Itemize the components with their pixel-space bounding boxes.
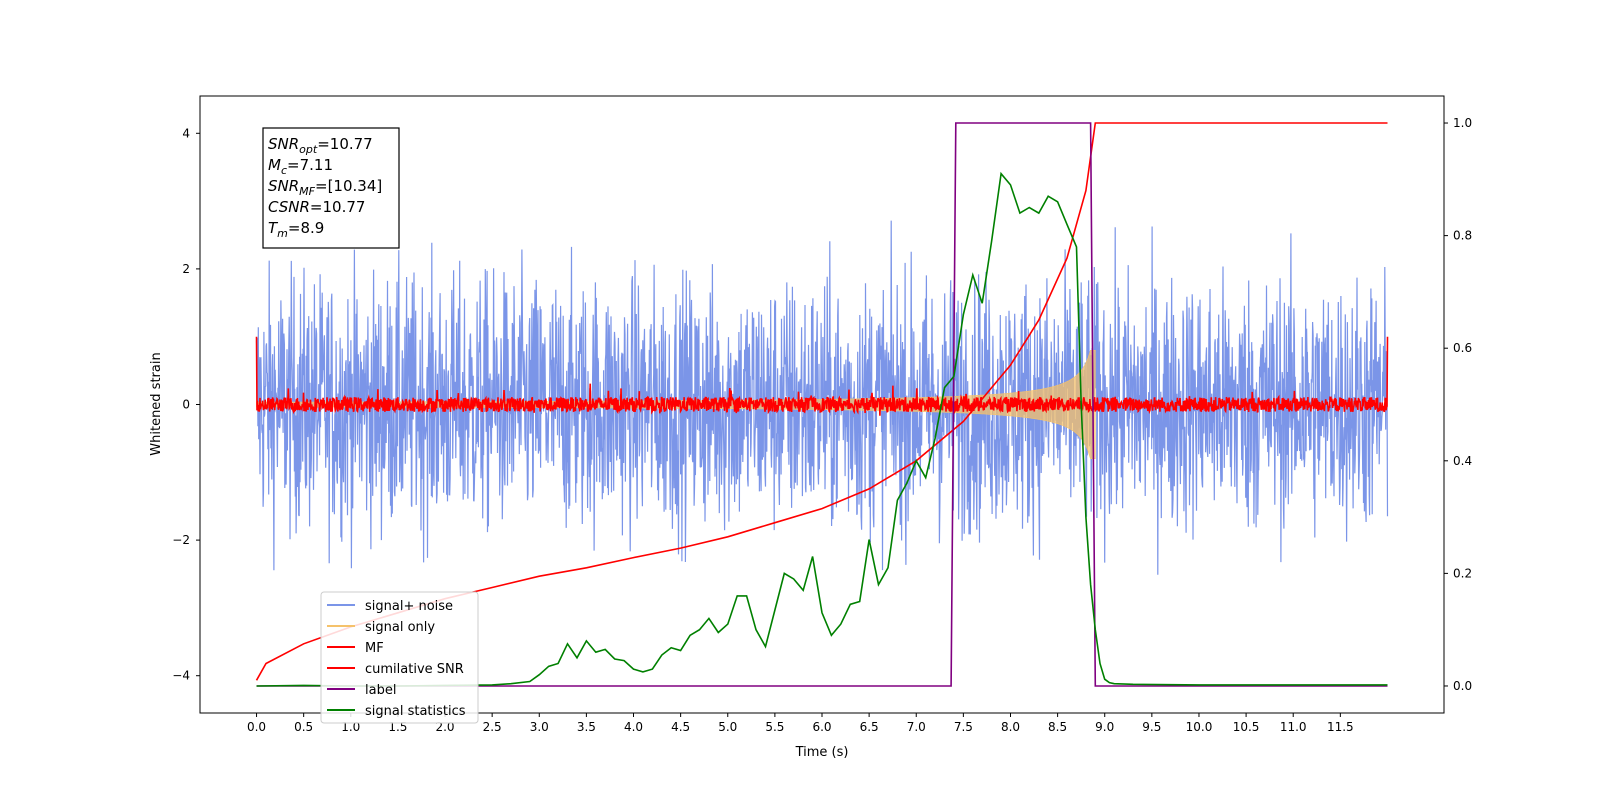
- x-tick-label: 10.5: [1233, 720, 1260, 734]
- y-tick-label: −2: [172, 533, 190, 547]
- y2-tick-label: 0.0: [1453, 679, 1472, 693]
- annotation-frame: [262, 127, 400, 249]
- x-tick-label: 11.5: [1327, 720, 1354, 734]
- x-tick-label: 3.5: [577, 720, 596, 734]
- legend-label-label: label: [365, 683, 396, 698]
- x-tick-label: 8.0: [1001, 720, 1020, 734]
- x-tick-label: 7.0: [907, 720, 926, 734]
- annotation-subscript: c: [281, 164, 287, 177]
- annotation-line: Tm=8.9: [268, 219, 324, 240]
- y2-tick-label: 0.2: [1453, 566, 1472, 580]
- annotation-value: =7.11: [287, 156, 333, 174]
- legend: signal+ noise signal only MF cumilative SNR…: [320, 591, 479, 724]
- annotation-value: =10.77: [310, 198, 366, 216]
- annotation-subscript: opt: [299, 143, 318, 156]
- annotation-symbol: SNR: [268, 177, 299, 195]
- legend-frame: [320, 591, 479, 724]
- series-signal-statistics: [256, 171, 1388, 687]
- annotation-symbol: M: [268, 156, 281, 174]
- y-tick-label: −4: [172, 669, 190, 683]
- legend-label-mf: MF: [365, 641, 384, 656]
- x-tick-label: 6.5: [860, 720, 879, 734]
- y2-tick-label: 0.6: [1453, 341, 1472, 355]
- x-tick-label: 3.0: [530, 720, 549, 734]
- y-tick-label: 0: [182, 398, 190, 412]
- annotation-box: SNRopt=10.77Mc=7.11SNRMF=[10.34]CSNR=10.…: [262, 127, 400, 249]
- series-mf: [255, 336, 1389, 416]
- annotation-symbol: SNR: [268, 135, 299, 153]
- y2-tick-label: 1.0: [1453, 116, 1472, 130]
- x-tick-label: 10.0: [1186, 720, 1213, 734]
- x-tick-label: 2.5: [483, 720, 502, 734]
- y2-tick-label: 0.4: [1453, 454, 1472, 468]
- series-label: [256, 122, 1388, 687]
- annotation-value: =8.9: [288, 219, 324, 237]
- x-tick-label: 9.0: [1095, 720, 1114, 734]
- x-tick-label: 11.0: [1280, 720, 1307, 734]
- x-tick-label: 4.5: [671, 720, 690, 734]
- legend-label-signal-only: signal only: [365, 620, 435, 635]
- y-tick-label: 4: [182, 126, 190, 140]
- x-tick-label: 6.0: [812, 720, 831, 734]
- y-axis-left: 4 2 0 −2 −4: [172, 126, 200, 683]
- x-tick-label: 8.5: [1048, 720, 1067, 734]
- x-tick-label: 7.5: [954, 720, 973, 734]
- y-tick-label: 2: [182, 262, 190, 276]
- annotation-line: Mc=7.11: [268, 156, 333, 177]
- annotation-value: =[10.34]: [315, 177, 382, 195]
- y-axis-right: 1.0 0.8 0.6 0.4 0.2 0.0: [1444, 116, 1472, 693]
- x-tick-label: 9.5: [1142, 720, 1161, 734]
- x-tick-label: 5.0: [718, 720, 737, 734]
- annotation-line: SNRMF=[10.34]: [268, 177, 382, 198]
- annotation-line: CSNR=10.77: [268, 198, 365, 216]
- x-tick-label: 5.5: [765, 720, 784, 734]
- annotation-line: SNRopt=10.77: [268, 135, 373, 156]
- legend-label-signal-statistics: signal statistics: [365, 704, 466, 719]
- annotation-symbol: CSNR: [268, 198, 310, 216]
- annotation-value: =10.77: [317, 135, 373, 153]
- annotation-subscript: MF: [299, 185, 315, 198]
- legend-label-cumilative-snr: cumilative SNR: [365, 662, 464, 677]
- x-tick-label: 4.0: [624, 720, 643, 734]
- x-tick-label: 0.0: [247, 720, 266, 734]
- x-axis-label: Time (s): [795, 745, 849, 760]
- y-axis-label: Whitened strain: [149, 352, 164, 455]
- annotation-symbol: T: [268, 219, 279, 237]
- y2-tick-label: 0.8: [1453, 229, 1472, 243]
- legend-label-signal-noise: signal+ noise: [365, 599, 453, 614]
- annotation-subscript: m: [277, 227, 288, 240]
- x-tick-label: 0.5: [294, 720, 313, 734]
